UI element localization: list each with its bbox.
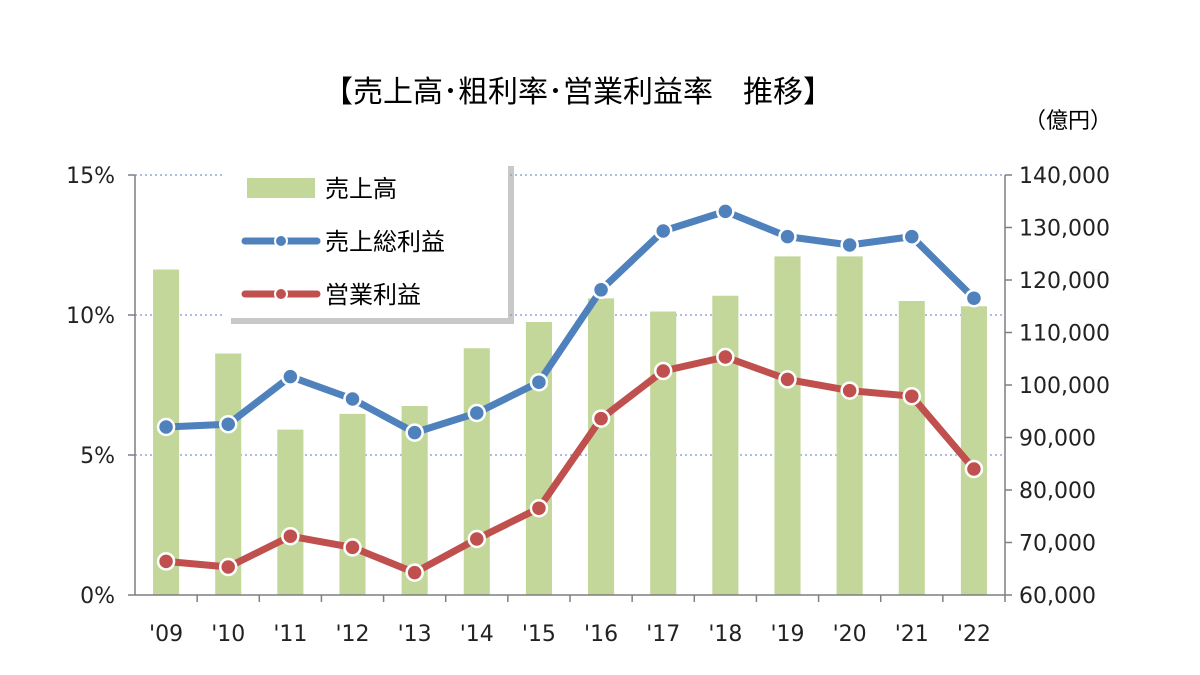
- series-marker: [281, 526, 300, 546]
- series-marker: [281, 367, 300, 386]
- series-marker: [405, 423, 424, 442]
- series-marker: [343, 389, 362, 409]
- series-line: [162, 207, 978, 437]
- legend-swatch-bar: [247, 178, 315, 198]
- right-tick-label: 90,000: [1019, 427, 1096, 452]
- series-marker: [591, 409, 611, 428]
- series-marker: [840, 235, 859, 255]
- series-marker: [529, 372, 549, 392]
- left-tick-label: 5%: [80, 444, 115, 469]
- legend-label: 営業利益: [325, 281, 421, 309]
- left-tick-label: 15%: [66, 164, 115, 189]
- series-marker: [405, 563, 424, 582]
- x-tick-label: '17: [646, 622, 680, 647]
- x-tick-label: '11: [273, 622, 307, 647]
- right-tick-label: 140,000: [1019, 164, 1110, 189]
- sales-bar: [898, 301, 925, 595]
- sales-bar: [774, 256, 801, 595]
- x-tick-label: '16: [584, 622, 618, 647]
- x-tick-label: '20: [833, 622, 867, 647]
- sales-bar: [215, 353, 242, 595]
- chart-title: 【売上高･粗利率･営業利益率 推移】: [323, 75, 833, 110]
- right-tick-label: 80,000: [1019, 479, 1096, 504]
- x-tick-label: '22: [957, 622, 991, 647]
- series-marker: [778, 370, 797, 389]
- sales-bar: [712, 295, 739, 595]
- series-marker: [902, 386, 922, 406]
- right-tick-label: 60,000: [1019, 584, 1096, 609]
- right-tick-label: 110,000: [1019, 322, 1110, 347]
- sales-bar: [836, 256, 863, 595]
- left-tick-label: 0%: [80, 584, 115, 609]
- legend-label: 売上総利益: [325, 228, 445, 256]
- x-tick-label: '13: [398, 622, 432, 647]
- line-series-group: [156, 202, 984, 582]
- series-marker: [716, 202, 735, 221]
- series-marker: [156, 552, 176, 571]
- x-tick-label: '14: [460, 622, 494, 647]
- sales-bar: [277, 429, 304, 595]
- series-marker: [218, 414, 238, 434]
- series-marker: [529, 498, 549, 518]
- series-marker: [902, 227, 922, 246]
- series-marker: [218, 557, 238, 577]
- x-tick-label: '15: [522, 622, 556, 647]
- sales-bar: [463, 348, 490, 595]
- x-tick-label: '09: [149, 622, 183, 647]
- right-axis-unit: （億円）: [1024, 109, 1112, 134]
- x-tick-label: '21: [895, 622, 929, 647]
- bar-series-sales: [153, 256, 987, 595]
- series-marker: [964, 288, 984, 308]
- legend-label: 売上高: [325, 175, 397, 203]
- series-marker: [840, 381, 859, 400]
- right-tick-label: 70,000: [1019, 532, 1096, 557]
- series-line: [162, 353, 978, 577]
- right-tick-label: 100,000: [1019, 374, 1110, 399]
- x-tick-label: '10: [211, 622, 245, 647]
- series-marker: [778, 227, 797, 246]
- sales-bar: [960, 306, 987, 595]
- left-tick-label: 10%: [66, 304, 115, 329]
- sales-bar: [650, 311, 677, 595]
- series-marker: [964, 459, 984, 479]
- series-marker: [467, 403, 487, 423]
- series-marker: [591, 280, 611, 300]
- series-marker: [343, 538, 362, 557]
- legend-swatch-marker: [274, 287, 288, 301]
- sales-bar: [339, 413, 366, 595]
- sales-bar: [588, 298, 615, 595]
- series-marker: [467, 529, 487, 549]
- x-tick-label: '19: [770, 622, 804, 647]
- series-marker: [156, 417, 176, 437]
- x-tick-label: '18: [708, 622, 742, 647]
- legend-swatch-marker: [274, 234, 288, 248]
- series-marker: [653, 361, 673, 381]
- series-marker: [716, 347, 735, 367]
- right-tick-label: 120,000: [1019, 269, 1110, 294]
- x-tick-label: '12: [335, 622, 369, 647]
- series-marker: [653, 221, 673, 241]
- axes: 0% 5% 10% 15% 60,000 70,000 80,000 90,000 100,00…: [66, 164, 1110, 647]
- right-tick-label: 130,000: [1019, 217, 1110, 242]
